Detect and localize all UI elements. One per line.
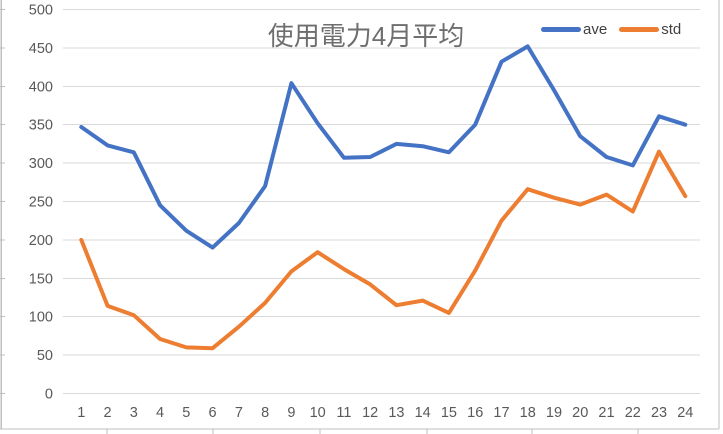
series-line-ave[interactable]	[79, 44, 688, 250]
x-axis-label: 2	[104, 405, 112, 421]
x-axis-label: 21	[598, 405, 614, 421]
y-axis-label: 500	[29, 3, 53, 19]
x-axis-label: 24	[677, 405, 693, 421]
y-axis-label: 50	[37, 348, 53, 364]
chart-title: 使用電力4月平均	[267, 21, 465, 51]
y-axis-label: 400	[29, 79, 53, 95]
x-axis-label: 22	[625, 405, 641, 421]
legend-item-ave[interactable]: ave	[541, 21, 607, 38]
x-axis-label: 23	[651, 405, 667, 421]
x-axis-label: 3	[130, 405, 138, 421]
x-axis-label: 11	[336, 405, 351, 421]
x-axis-label: 13	[388, 405, 404, 421]
x-axis-label: 17	[493, 405, 509, 421]
legend: ave std	[541, 21, 681, 38]
y-axis-label: 100	[29, 310, 53, 326]
y-axis-label: 450	[29, 41, 53, 57]
y-axis-label: 200	[29, 233, 53, 249]
ave-line-swatch	[541, 27, 581, 32]
x-axis-label: 5	[182, 405, 190, 421]
legend-item-std[interactable]: std	[619, 21, 681, 38]
y-axis-label: 150	[29, 271, 53, 287]
std-line-swatch	[619, 27, 660, 32]
x-axis-label: 19	[546, 405, 562, 421]
x-axis-label: 8	[261, 405, 269, 421]
y-axis-label: 0	[45, 387, 53, 403]
x-axis-label: 9	[287, 405, 295, 421]
x-axis-label: 15	[441, 405, 457, 421]
x-axis-label: 16	[467, 405, 483, 421]
x-axis-label: 4	[156, 405, 164, 421]
legend-label-std: std	[661, 21, 682, 38]
x-axis-label: 18	[520, 405, 536, 421]
x-axis-label: 20	[572, 405, 588, 421]
x-axis-label: 7	[235, 405, 243, 421]
x-axis-label: 14	[415, 405, 431, 421]
y-axis-label: 300	[29, 156, 53, 172]
series-line-std[interactable]	[79, 149, 688, 351]
y-axis-label: 250	[29, 195, 53, 211]
x-axis-label: 1	[77, 405, 85, 421]
y-axis-label: 350	[29, 118, 53, 134]
x-axis-label: 12	[362, 405, 378, 421]
legend-label-ave: ave	[583, 21, 608, 38]
x-axis-label: 6	[209, 405, 217, 421]
x-axis-label: 10	[310, 405, 326, 421]
